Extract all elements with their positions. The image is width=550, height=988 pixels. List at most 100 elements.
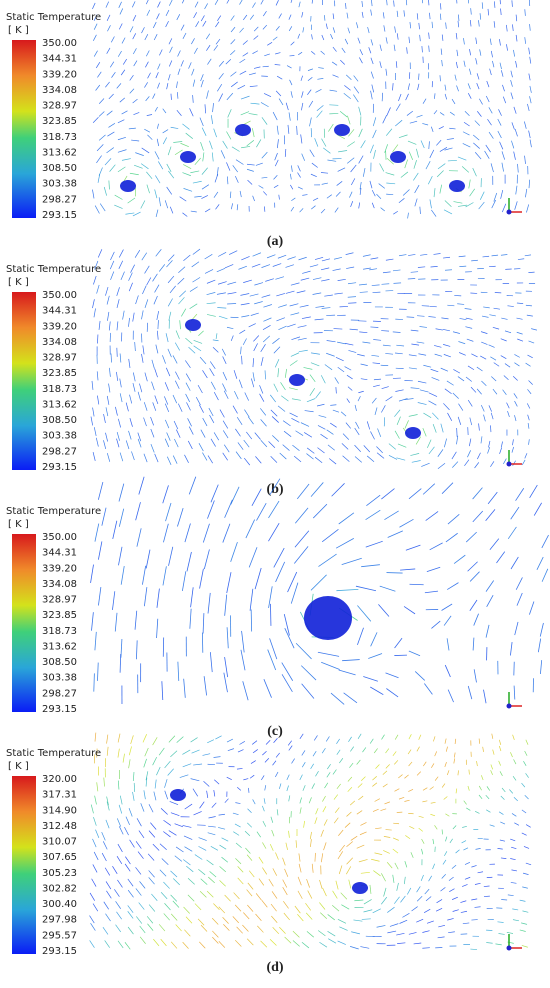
vector bbox=[182, 941, 189, 949]
vector bbox=[164, 200, 169, 209]
vector bbox=[379, 163, 385, 172]
vector bbox=[524, 750, 528, 756]
vector bbox=[407, 140, 417, 145]
vector bbox=[128, 272, 133, 281]
vector bbox=[269, 638, 278, 660]
colorbar-label: 334.08 bbox=[42, 85, 77, 96]
vector bbox=[143, 790, 146, 800]
vector bbox=[320, 829, 324, 837]
vector bbox=[167, 768, 174, 776]
vector bbox=[490, 356, 497, 361]
vector bbox=[299, 208, 304, 213]
vector bbox=[275, 752, 280, 758]
vector bbox=[241, 146, 251, 149]
vector bbox=[346, 374, 353, 380]
vector bbox=[410, 852, 414, 858]
vector bbox=[218, 940, 226, 948]
vector bbox=[379, 44, 382, 51]
vector bbox=[224, 798, 229, 803]
vector bbox=[349, 328, 358, 331]
vector bbox=[485, 794, 490, 800]
vector bbox=[422, 930, 430, 933]
vector bbox=[425, 161, 431, 170]
vector bbox=[209, 140, 213, 150]
colorbar-label: 339.20 bbox=[42, 69, 77, 80]
vector bbox=[272, 111, 278, 121]
vector bbox=[393, 760, 399, 765]
vector bbox=[282, 420, 291, 427]
vortex-core bbox=[120, 180, 136, 192]
vector bbox=[334, 377, 339, 384]
vector bbox=[91, 380, 94, 390]
vector bbox=[256, 502, 267, 521]
vector bbox=[213, 756, 221, 758]
vector bbox=[120, 566, 125, 585]
vector bbox=[157, 63, 161, 70]
vector bbox=[263, 93, 272, 98]
vector bbox=[213, 432, 220, 441]
vector bbox=[405, 835, 411, 840]
vector bbox=[281, 674, 293, 692]
vector bbox=[490, 163, 494, 173]
vector bbox=[264, 785, 267, 791]
vector bbox=[517, 258, 525, 260]
vector bbox=[224, 894, 231, 902]
vector bbox=[437, 163, 446, 170]
vector bbox=[255, 913, 262, 921]
vector bbox=[248, 113, 258, 116]
vector bbox=[224, 594, 228, 616]
vector bbox=[106, 395, 110, 405]
vector bbox=[402, 912, 410, 918]
vector bbox=[464, 459, 470, 467]
colorbar-label: 334.08 bbox=[42, 579, 77, 590]
vector bbox=[150, 822, 157, 830]
vector bbox=[318, 415, 327, 418]
vector bbox=[264, 370, 266, 380]
vector bbox=[269, 938, 277, 946]
vector bbox=[407, 749, 412, 755]
vector bbox=[142, 345, 145, 355]
vector bbox=[175, 924, 182, 932]
vector bbox=[330, 33, 334, 40]
vector bbox=[94, 260, 99, 270]
vector bbox=[122, 310, 125, 320]
vector bbox=[193, 811, 202, 816]
vector bbox=[394, 896, 400, 904]
vector bbox=[246, 854, 253, 861]
vector bbox=[262, 820, 267, 827]
vector bbox=[432, 838, 435, 845]
vector bbox=[282, 886, 288, 896]
vector bbox=[385, 37, 388, 44]
vector bbox=[474, 810, 480, 814]
colorbar bbox=[12, 534, 36, 712]
vector bbox=[417, 380, 427, 384]
vector bbox=[439, 112, 445, 116]
vector bbox=[349, 800, 356, 806]
vector bbox=[494, 1, 496, 8]
vector bbox=[483, 689, 487, 704]
vector bbox=[434, 825, 438, 830]
vector bbox=[498, 739, 502, 745]
vector bbox=[350, 835, 358, 841]
vortex-core bbox=[352, 882, 368, 894]
vector bbox=[155, 209, 159, 218]
vector bbox=[230, 486, 240, 505]
vector bbox=[251, 740, 258, 745]
vector bbox=[214, 0, 219, 5]
vector bbox=[275, 771, 279, 778]
vector bbox=[423, 908, 431, 914]
vector bbox=[316, 105, 324, 112]
vector bbox=[347, 282, 357, 285]
vector bbox=[372, 129, 377, 139]
vector bbox=[148, 804, 154, 813]
vector bbox=[206, 890, 214, 898]
vector bbox=[217, 281, 227, 285]
vector bbox=[337, 167, 346, 172]
vector bbox=[326, 429, 334, 435]
vector bbox=[154, 189, 158, 199]
vector bbox=[469, 188, 475, 197]
vector bbox=[371, 284, 380, 286]
vector bbox=[457, 156, 467, 161]
vector bbox=[242, 40, 248, 45]
vector bbox=[435, 908, 443, 912]
